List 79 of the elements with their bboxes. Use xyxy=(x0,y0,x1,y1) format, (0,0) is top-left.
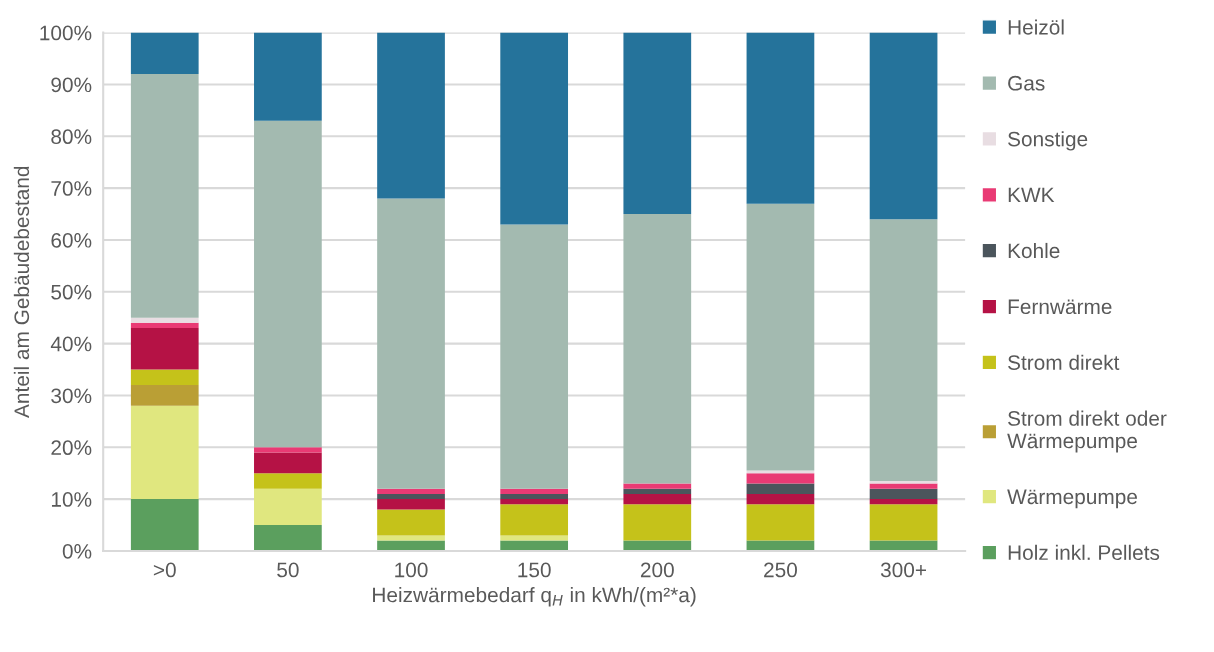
bar xyxy=(254,120,322,448)
bar xyxy=(500,535,569,541)
bar xyxy=(130,369,199,386)
bar xyxy=(500,493,569,500)
legend-label: KWK xyxy=(1008,187,1055,203)
bar xyxy=(746,203,815,471)
bar xyxy=(377,535,445,541)
legend-label: Holz inkl. Pellets xyxy=(1008,544,1160,561)
bar xyxy=(130,322,199,329)
legend-label: Wärmepumpe xyxy=(1007,489,1137,509)
bar xyxy=(623,32,692,215)
bar xyxy=(746,473,815,484)
bar xyxy=(130,74,199,318)
bar xyxy=(623,483,692,489)
y-tick-label: 60% xyxy=(51,232,92,248)
bar xyxy=(746,504,815,541)
bar xyxy=(377,509,445,536)
bar xyxy=(869,504,938,541)
bar xyxy=(377,198,445,489)
bar xyxy=(500,488,569,494)
bar xyxy=(623,214,692,484)
y-axis-title: Anteil am Gebäudebestand xyxy=(13,166,30,418)
bar xyxy=(130,499,199,551)
x-tick-label: 300+ xyxy=(880,562,926,578)
y-tick-label: 30% xyxy=(51,388,92,404)
bar xyxy=(869,488,938,500)
bar xyxy=(746,493,815,505)
x-tick-label: 250 xyxy=(764,562,797,578)
bar xyxy=(254,447,322,453)
bar xyxy=(130,405,199,500)
y-tick-label: 70% xyxy=(51,181,92,196)
bar xyxy=(623,504,692,541)
bar xyxy=(254,525,322,551)
bar xyxy=(500,504,569,536)
y-tick-label: 50% xyxy=(51,284,92,300)
y-tick-label: 90% xyxy=(51,77,92,93)
legend-label: Strom direkt xyxy=(1008,354,1120,370)
bar xyxy=(377,488,445,494)
legend-label: Kohle xyxy=(1008,242,1060,259)
bar xyxy=(130,317,199,323)
bar xyxy=(869,499,938,505)
bar xyxy=(500,32,569,225)
bar xyxy=(869,32,938,220)
bar xyxy=(254,473,322,489)
bar xyxy=(254,488,322,526)
legend-label: Strom direkt oder Wärmepumpe xyxy=(1007,410,1167,453)
bar xyxy=(254,32,322,121)
y-tick-label: 0% xyxy=(62,543,92,559)
bar xyxy=(377,493,445,500)
bar xyxy=(130,328,199,370)
x-axis-title: Heizwärmebedarf q$_{H}$ in kWh/(m²*a) xyxy=(373,587,696,607)
bar xyxy=(500,499,569,505)
legend-label: Sonstige xyxy=(1008,131,1088,151)
y-tick-label: 40% xyxy=(50,336,92,352)
bar xyxy=(869,483,938,489)
y-tick-label: 100% xyxy=(40,25,92,41)
bar xyxy=(377,499,445,510)
bar xyxy=(623,488,692,494)
bar xyxy=(130,385,199,406)
bar xyxy=(869,219,938,481)
y-tick-label: 80% xyxy=(51,129,92,145)
bar xyxy=(377,32,445,199)
x-tick-label: 50 xyxy=(277,562,299,578)
legend-label: Heizöl xyxy=(1008,19,1064,35)
bar xyxy=(746,483,815,494)
bar xyxy=(130,32,199,75)
bar xyxy=(746,32,815,204)
x-tick-label: 150 xyxy=(518,562,551,578)
bar xyxy=(623,493,692,505)
bar xyxy=(869,480,938,484)
x-tick-label: 100 xyxy=(395,562,428,578)
y-tick-label: 20% xyxy=(51,440,92,456)
y-tick-label: 10% xyxy=(51,492,92,507)
x-tick-label: >0 xyxy=(153,562,176,578)
legend-label: Gas xyxy=(1008,75,1045,91)
bar xyxy=(500,224,569,489)
legend-label: Fernwärme xyxy=(1008,299,1112,315)
x-tick-label: 200 xyxy=(640,562,674,578)
bar xyxy=(254,452,322,474)
